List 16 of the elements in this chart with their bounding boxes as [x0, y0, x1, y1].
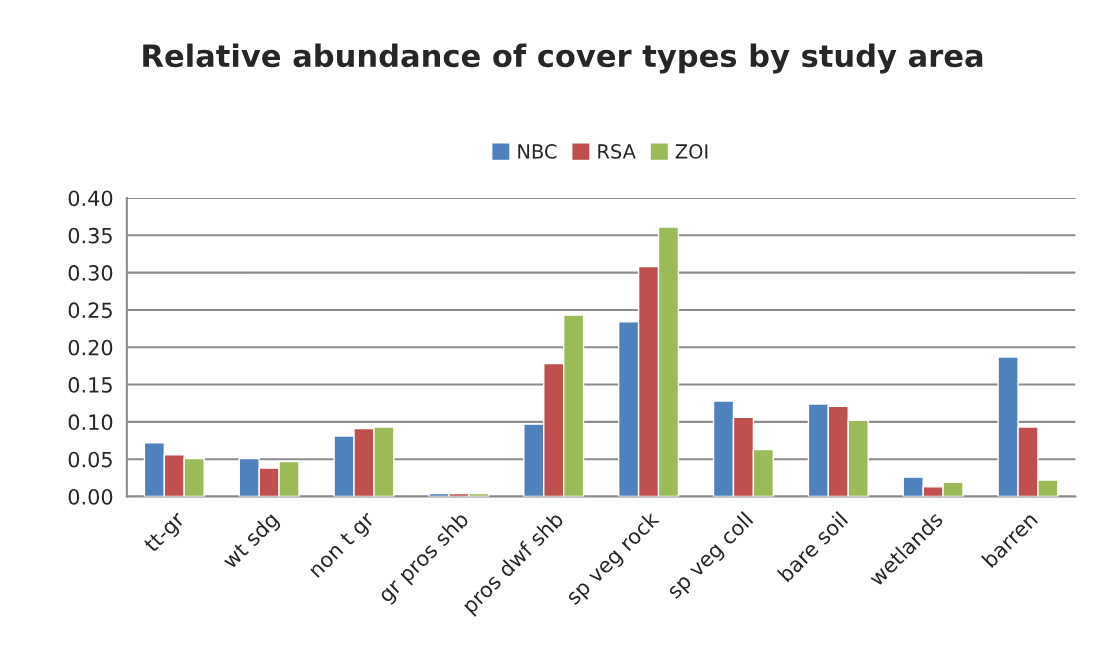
legend-label: NBC — [518, 144, 557, 159]
legend-label: RSA — [598, 144, 636, 159]
y-tick-label: 0.25 — [68, 302, 112, 319]
y-tick-label: 0.00 — [68, 488, 113, 505]
y-tick-label: 0.30 — [68, 265, 113, 281]
x-tick-label: non t gr — [307, 510, 379, 581]
y-tick-label: 0.05 — [68, 451, 112, 468]
y-tick-label: 0.35 — [68, 227, 112, 244]
legend-label: ZOI — [675, 144, 708, 159]
chart-title: Relative abundance of cover types by study area — [143, 43, 983, 74]
y-tick-label: 0.20 — [68, 339, 113, 356]
x-tick-label: sp veg coll — [665, 511, 757, 603]
x-tick-label: wt sdg — [220, 511, 283, 573]
y-tick-label: 0.15 — [68, 377, 112, 393]
y-tick-label: 0.10 — [68, 414, 113, 431]
y-tick-label: 0.40 — [68, 190, 113, 207]
